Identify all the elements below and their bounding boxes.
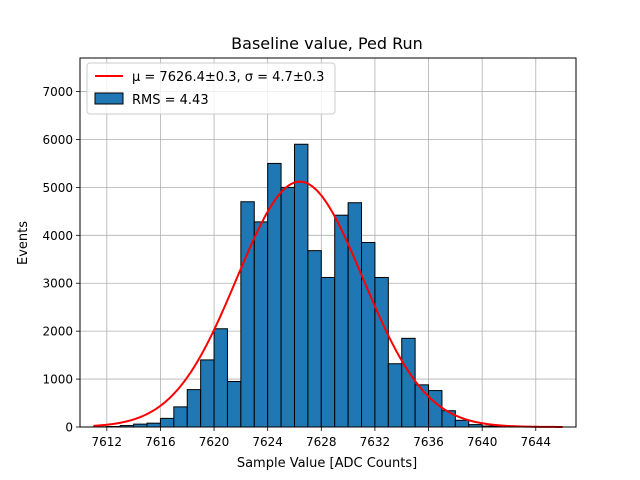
histogram-bars (92, 143, 523, 428)
y-tick-label: 4000 (42, 229, 73, 243)
x-tick-label: 7628 (306, 435, 337, 449)
histogram-bar (374, 276, 389, 428)
x-tick-label: 7640 (467, 435, 498, 449)
x-axis-label: Sample Value [ADC Counts] (237, 456, 417, 471)
legend: μ = 7626.4±0.3, σ = 4.7±0.3 RMS = 4.43 (86, 62, 336, 115)
histogram-bar (347, 202, 363, 428)
histogram-bar (280, 186, 295, 428)
x-axis-ticks: 7612 7616 7620 7624 7628 7632 7636 7640 7644 (92, 427, 552, 449)
histogram-bar (226, 380, 242, 428)
histogram-bar (307, 250, 322, 428)
histogram-bar (428, 390, 443, 428)
legend-histogram-swatch (94, 92, 124, 105)
x-tick-label: 7632 (360, 435, 391, 449)
histogram-bar (414, 384, 430, 428)
histogram-bar (173, 406, 188, 428)
histogram-bar (159, 417, 175, 428)
histogram-bar (240, 201, 255, 428)
y-tick-label: 5000 (42, 181, 73, 195)
histogram-bar (267, 162, 282, 428)
histogram-bar (320, 276, 336, 428)
x-tick-label: 7644 (521, 435, 552, 449)
histogram-bar (146, 422, 161, 428)
x-tick-label: 7636 (413, 435, 444, 449)
x-tick-label: 7620 (199, 435, 230, 449)
y-tick-label: 1000 (42, 373, 73, 387)
histogram-bar (200, 359, 215, 428)
y-axis-label: Events (16, 221, 31, 265)
legend-rms-label: RMS = 4.43 (132, 93, 209, 108)
gaussian-fit-curve (93, 180, 563, 428)
histogram-bar (213, 328, 228, 428)
histogram-bar (253, 221, 269, 428)
plot-frame (79, 57, 577, 428)
legend-box (86, 62, 336, 115)
x-tick-label: 7624 (252, 435, 283, 449)
histogram-bar (387, 363, 403, 428)
chart-title: Baseline value, Ped Run (231, 34, 423, 53)
legend-fit-label: μ = 7626.4±0.3, σ = 4.7±0.3 (132, 70, 324, 85)
histogram-bar (334, 214, 349, 428)
y-tick-label: 7000 (42, 85, 73, 99)
y-axis-ticks: 0 1000 2000 3000 4000 5000 6000 7000 (42, 85, 80, 435)
x-tick-label: 7612 (92, 435, 123, 449)
y-tick-label: 0 (65, 421, 73, 435)
y-tick-label: 2000 (42, 325, 73, 339)
histogram-bar (401, 337, 416, 428)
histogram-bar (361, 242, 376, 428)
y-tick-label: 3000 (42, 277, 73, 291)
histogram-bar (441, 410, 456, 428)
histogram-bar (293, 143, 309, 428)
histogram-bar (454, 419, 470, 428)
y-tick-label: 6000 (42, 133, 73, 147)
histogram-bar (186, 389, 202, 428)
x-tick-label: 7616 (145, 435, 176, 449)
